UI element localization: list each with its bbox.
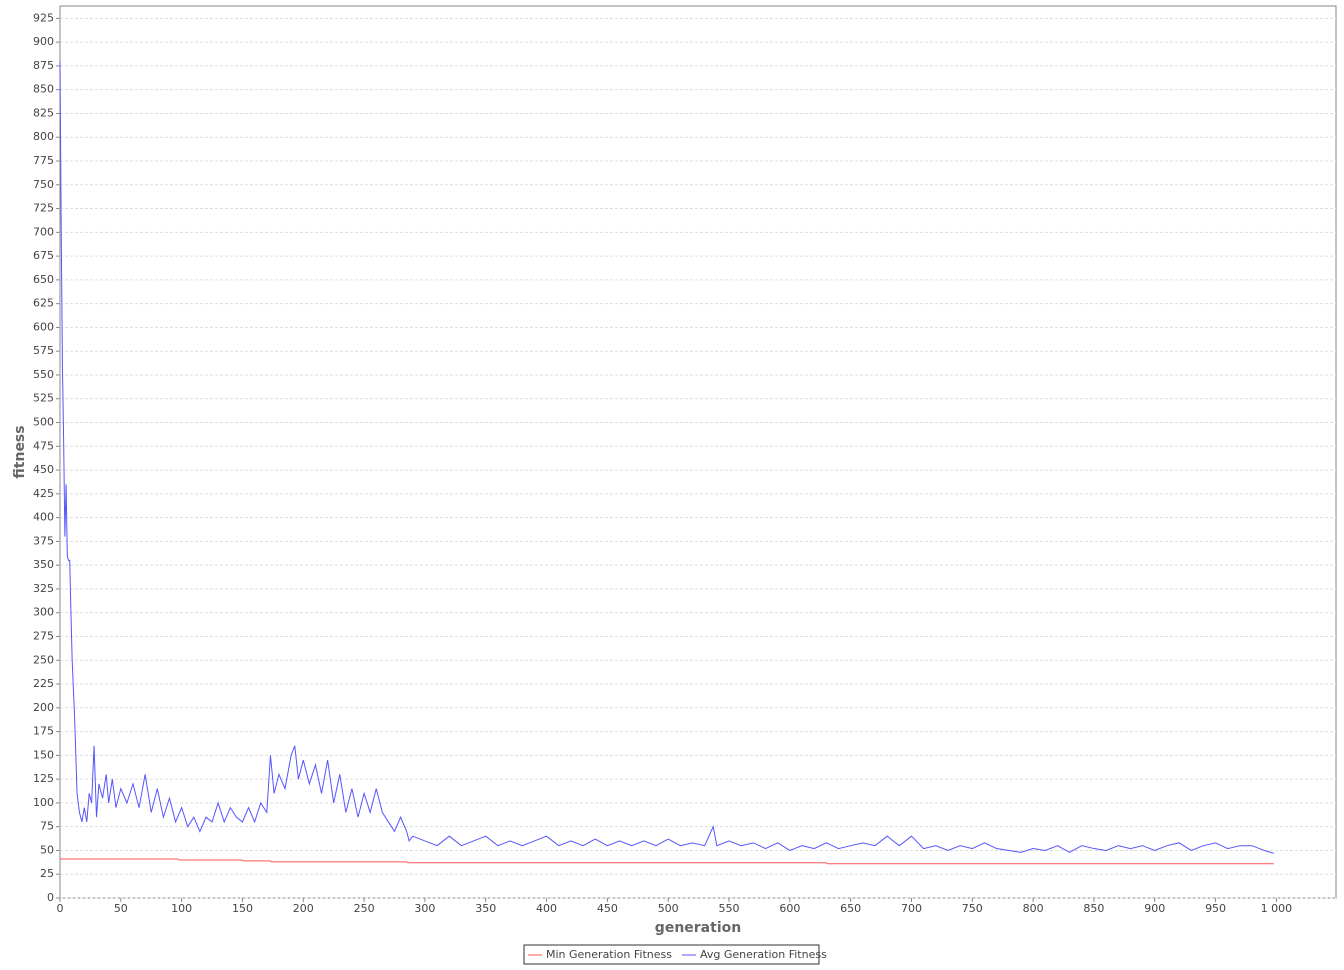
y-tick-label: 700 (33, 225, 54, 238)
x-tick-label: 300 (414, 902, 435, 915)
x-tick-label: 700 (901, 902, 922, 915)
y-tick-label: 175 (33, 725, 54, 738)
legend-label: Avg Generation Fitness (700, 948, 827, 961)
y-tick-label: 0 (47, 891, 54, 904)
x-tick-label: 550 (719, 902, 740, 915)
x-tick-label: 1 000 (1261, 902, 1293, 915)
y-tick-label: 575 (33, 344, 54, 357)
x-axis-label: generation (655, 920, 741, 936)
y-tick-label: 200 (33, 701, 54, 714)
y-tick-label: 850 (33, 83, 54, 96)
x-tick-label: 900 (1144, 902, 1165, 915)
y-tick-label: 550 (33, 368, 54, 381)
x-tick-label: 800 (1023, 902, 1044, 915)
y-tick-label: 900 (33, 35, 54, 48)
y-tick-label: 250 (33, 653, 54, 666)
series-line (59, 61, 1275, 854)
y-tick-label: 750 (33, 178, 54, 191)
y-tick-label: 475 (33, 439, 54, 452)
x-tick-label: 850 (1083, 902, 1104, 915)
y-tick-label: 525 (33, 392, 54, 405)
x-tick-label: 50 (114, 902, 128, 915)
y-tick-label: 125 (33, 772, 54, 785)
x-tick-label: 650 (840, 902, 861, 915)
y-tick-label: 775 (33, 154, 54, 167)
y-tick-label: 875 (33, 59, 54, 72)
y-tick-label: 100 (33, 796, 54, 809)
y-tick-label: 375 (33, 534, 54, 547)
plot-area (59, 5, 1337, 899)
x-tick-label: 250 (354, 902, 375, 915)
x-tick-label: 100 (171, 902, 192, 915)
y-tick-label: 350 (33, 558, 54, 571)
y-tick-label: 925 (33, 11, 54, 24)
x-tick-label: 450 (597, 902, 618, 915)
y-tick-label: 25 (40, 867, 54, 880)
y-tick-label: 225 (33, 677, 54, 690)
y-tick-label: 425 (33, 487, 54, 500)
y-tick-label: 400 (33, 511, 54, 524)
y-tick-label: 150 (33, 748, 54, 761)
y-tick-label: 825 (33, 106, 54, 119)
y-tick-label: 500 (33, 416, 54, 429)
y-axis-label: fitness (12, 425, 28, 478)
x-tick-label: 350 (475, 902, 496, 915)
x-tick-label: 950 (1205, 902, 1226, 915)
x-tick-label: 600 (779, 902, 800, 915)
x-tick-label: 0 (57, 902, 64, 915)
x-tick-label: 150 (232, 902, 253, 915)
x-tick-label: 400 (536, 902, 557, 915)
y-tick-label: 800 (33, 130, 54, 143)
y-tick-label: 275 (33, 629, 54, 642)
y-tick-label: 450 (33, 463, 54, 476)
legend-label: Min Generation Fitness (546, 948, 672, 961)
y-tick-label: 675 (33, 249, 54, 262)
x-tick-label: 200 (293, 902, 314, 915)
y-tick-label: 300 (33, 606, 54, 619)
y-tick-label: 725 (33, 202, 54, 215)
y-tick-label: 600 (33, 320, 54, 333)
series-line (60, 858, 1274, 865)
y-tick-label: 625 (33, 297, 54, 310)
y-tick-label: 50 (40, 843, 54, 856)
x-tick-label: 500 (658, 902, 679, 915)
y-tick-label: 325 (33, 582, 54, 595)
legend (523, 944, 820, 965)
y-tick-label: 650 (33, 273, 54, 286)
x-tick-label: 750 (962, 902, 983, 915)
y-tick-label: 75 (40, 820, 54, 833)
